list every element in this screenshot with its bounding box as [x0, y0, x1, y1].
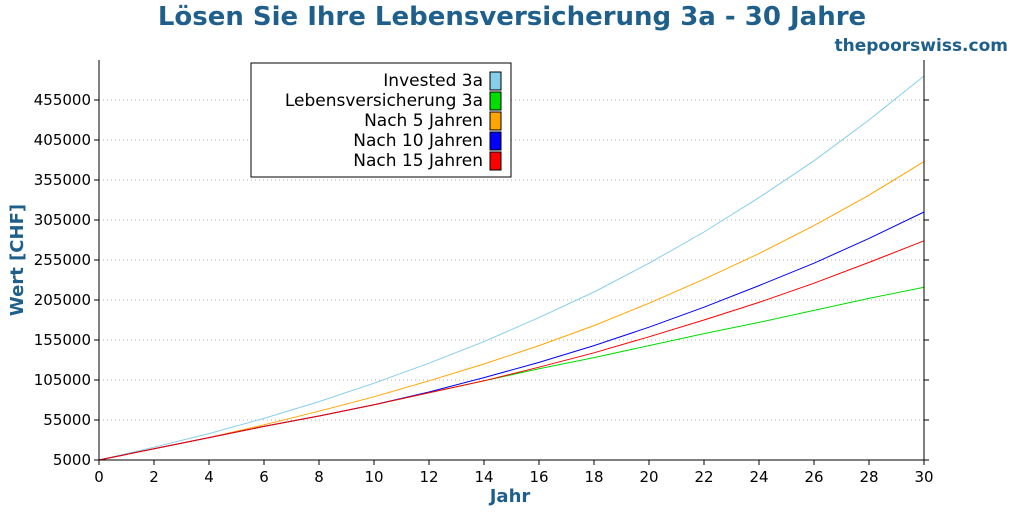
y-tick-label: 155000	[34, 331, 91, 349]
x-axis-label: Jahr	[488, 486, 531, 507]
x-tick-label: 24	[749, 468, 768, 486]
y-tick-label: 455000	[34, 91, 91, 109]
legend-label: Nach 15 Jahren	[353, 151, 483, 171]
x-tick-label: 26	[804, 468, 823, 486]
legend-swatch	[489, 111, 502, 131]
y-tick-label: 5000	[53, 451, 91, 469]
legend-swatch	[489, 151, 502, 171]
y-tick-label: 305000	[34, 211, 91, 229]
x-tick-label: 12	[419, 468, 438, 486]
x-tick-label: 28	[859, 468, 878, 486]
chart-subtitle: thepoorswiss.com	[835, 36, 1009, 56]
x-tick-label: 4	[204, 468, 214, 486]
x-tick-label: 20	[639, 468, 658, 486]
series-line-5	[98, 240, 925, 461]
x-tick-label: 22	[694, 468, 713, 486]
x-tick-label: 14	[474, 468, 493, 486]
x-tick-label: 8	[314, 468, 324, 486]
y-tick-label: 405000	[34, 131, 91, 149]
legend-label: Nach 10 Jahren	[353, 131, 483, 151]
tick-labels: 5000 55000 105000 155000 205000 255000 305000 3…	[34, 91, 934, 486]
y-axis-label: Wert [CHF]	[7, 204, 28, 316]
x-tick-label: 16	[529, 468, 548, 486]
x-tick-label: 6	[259, 468, 269, 486]
y-tick-label: 205000	[34, 291, 91, 309]
series-line-4	[98, 211, 925, 461]
legend-label: Nach 5 Jahren	[364, 111, 483, 131]
legend-swatch	[489, 71, 502, 91]
chart-title: Lösen Sie Ihre Lebensversicherung 3a - 3…	[158, 2, 866, 32]
axes	[94, 60, 929, 465]
x-tick-label: 18	[584, 468, 603, 486]
series-line-1	[98, 75, 925, 461]
y-tick-label: 355000	[34, 171, 91, 189]
legend-label: Invested 3a	[383, 71, 483, 91]
x-tick-label: 10	[364, 468, 383, 486]
legend-box	[250, 62, 512, 178]
legend-swatch	[489, 131, 502, 151]
series-lines	[98, 75, 925, 461]
series-line-3	[98, 161, 925, 461]
x-tick-label: 0	[94, 468, 104, 486]
y-tick-label: 255000	[34, 251, 91, 269]
x-tick-label: 30	[914, 468, 933, 486]
y-tick-label: 55000	[43, 411, 91, 429]
x-tick-label: 2	[149, 468, 159, 486]
legend-label: Lebensversicherung 3a	[285, 91, 483, 111]
legend-swatch	[489, 91, 502, 111]
y-tick-label: 105000	[34, 371, 91, 389]
